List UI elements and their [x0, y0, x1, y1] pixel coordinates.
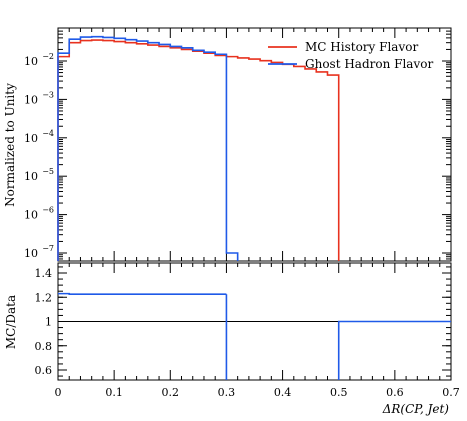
legend: MC History Flavor Ghost Hadron Flavor — [268, 40, 433, 71]
main-y-tick-exponent: −7 — [42, 244, 54, 253]
main-y-tick-label: 10 — [24, 93, 38, 106]
main-y-tick-exponent: −6 — [42, 206, 54, 215]
ratio-x-tick-label: 0.2 — [162, 386, 180, 399]
ratio-y-tick-label: 0.8 — [35, 340, 53, 353]
ratio-y-tick-label: 1.4 — [35, 267, 53, 280]
main-y-tick-exponent: −3 — [42, 90, 54, 99]
ratio-x-tick-label: 0.4 — [274, 386, 292, 399]
main-y-tick-label: 10 — [24, 170, 38, 183]
main-y-tick-label: 10 — [24, 132, 38, 145]
main-y-axis-title: Normalized to Unity — [3, 83, 17, 207]
main-y-tick-exponent: −4 — [42, 129, 54, 138]
ratio-series-segment — [337, 320, 451, 380]
main-y-tick-exponent: −2 — [42, 52, 54, 61]
ratio-series-segment — [58, 292, 227, 296]
x-axis-title: ΔR(CP, Jet) — [382, 402, 450, 416]
main-panel: 10 −7 10 −6 10 −5 10 −4 10 −3 10 −2 Normalized to U… — [3, 27, 452, 262]
ratio-x-tick-label: 0.1 — [105, 386, 123, 399]
ratio-y-tick-label: 1.2 — [35, 291, 53, 304]
ratio-x-tick-label: 0.6 — [386, 386, 404, 399]
main-y-tick-exponent: −5 — [42, 167, 54, 176]
ratio-x-tick-label: 0 — [55, 386, 62, 399]
ratio-y-tick-label: 1 — [45, 316, 52, 329]
ratio-x-tick-label: 0.7 — [442, 386, 460, 399]
main-y-tick-label: 10 — [24, 55, 38, 68]
series-mc-history-flavor — [57, 39, 340, 261]
legend-label-ghost-hadron-flavor: Ghost Hadron Flavor — [305, 57, 433, 71]
ratio-panel: 0.6 0.8 1 1.2 1.4 0 0.1 0.2 0.3 0.4 0.5 0.6 0.7 MC/D… — [4, 262, 460, 416]
main-y-tick-label: 10 — [24, 247, 38, 260]
main-y-tick-label: 10 — [24, 209, 38, 222]
legend-label-mc-history-flavor: MC History Flavor — [305, 40, 418, 54]
ratio-x-tick-label: 0.3 — [218, 386, 236, 399]
series-ghost-hadron-flavor — [57, 35, 239, 261]
ratio-y-tick-label: 0.6 — [35, 364, 53, 377]
ratio-y-axis-title: MC/Data — [4, 295, 18, 349]
ratio-x-tick-label: 0.5 — [330, 386, 348, 399]
